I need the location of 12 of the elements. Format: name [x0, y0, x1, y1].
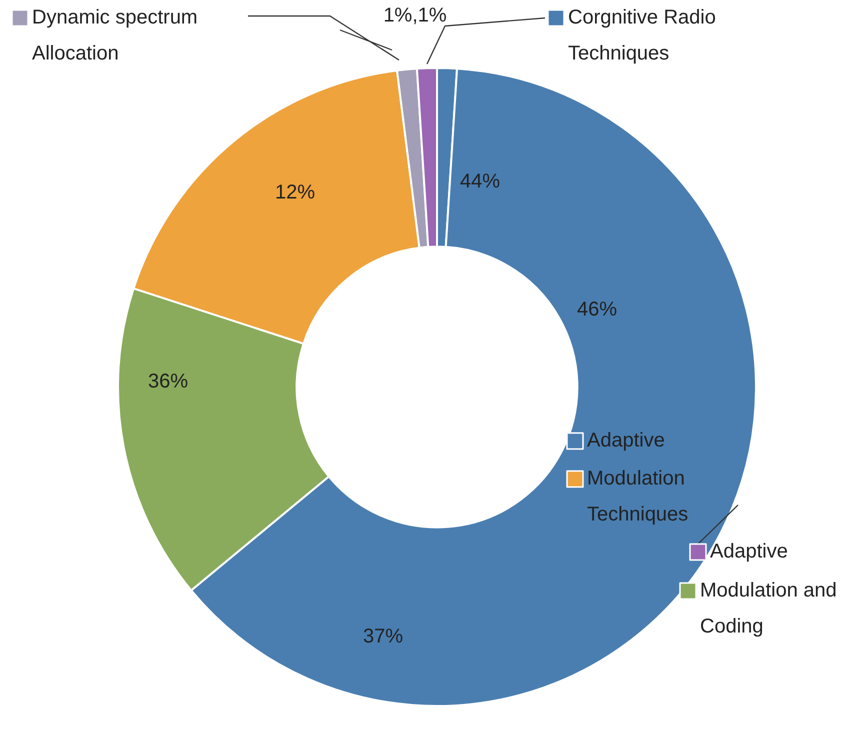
legend-label: Adaptive — [587, 430, 665, 452]
legend-label: Modulation and Coding — [700, 580, 837, 638]
legend-label: Dynamic spectrum Allocation — [32, 6, 198, 65]
legend-label: Corgnitive Radio Techniques — [568, 6, 716, 65]
text: 12% — [274, 182, 316, 204]
text: 44% — [460, 170, 500, 193]
text: 37% — [362, 626, 404, 648]
legend-label: Adaptive — [710, 540, 788, 563]
text: 1%,1% — [383, 4, 447, 27]
legend-label: Modulation Techniques — [587, 468, 688, 526]
text: 36% — [148, 370, 188, 393]
text: 46% — [576, 298, 618, 321]
